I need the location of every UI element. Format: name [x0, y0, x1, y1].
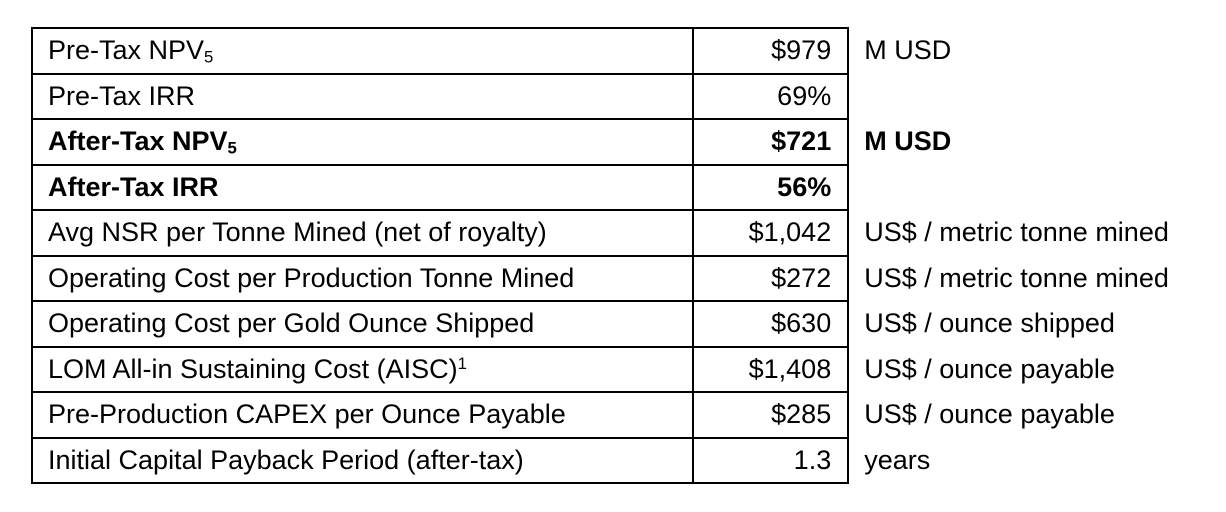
- metric-unit: [848, 74, 1225, 120]
- table-row: After-Tax IRR 56%: [30, 163, 1225, 211]
- metric-value: 1.3: [692, 436, 850, 484]
- metric-value: $285: [692, 391, 850, 439]
- metric-value: $272: [692, 254, 850, 302]
- metric-label-cell: Pre-Tax NPV5: [30, 27, 695, 75]
- metric-value: 56%: [692, 163, 850, 211]
- metric-value: $979: [692, 27, 850, 75]
- metric-label-cell: After-Tax IRR: [30, 163, 695, 211]
- economic-metrics-table: Pre-Tax NPV5 $979 M USD Pre-Tax IRR 69% …: [30, 27, 1226, 484]
- metric-label: Pre-Tax IRR: [48, 80, 196, 111]
- table-row: Initial Capital Payback Period (after-ta…: [30, 436, 1225, 484]
- metric-label: Initial Capital Payback Period (after-ta…: [48, 444, 524, 475]
- metric-label-subscript: 5: [227, 138, 237, 158]
- metric-unit: years: [864, 444, 931, 475]
- metric-label: Avg NSR per Tonne Mined (net of royalty): [48, 217, 547, 248]
- metric-value: 69%: [692, 72, 850, 120]
- metric-label-cell: Avg NSR per Tonne Mined (net of royalty): [30, 209, 695, 257]
- metric-label-cell: After-Tax NPV5: [30, 118, 695, 166]
- table-row: Pre-Tax IRR 69%: [30, 72, 1225, 120]
- metric-value: $1,042: [692, 209, 850, 257]
- metric-label: After-Tax IRR: [48, 171, 219, 202]
- metric-label: LOM All-in Sustaining Cost (AISC): [48, 353, 458, 384]
- table-row: After-Tax NPV5 $721 M USD: [30, 118, 1225, 166]
- metric-value: $1,408: [692, 345, 850, 393]
- metric-label-cell: Pre-Tax IRR: [30, 72, 695, 120]
- metric-label-cell: Pre-Production CAPEX per Ounce Payable: [30, 391, 695, 439]
- metric-unit: US$ / ounce payable: [864, 353, 1115, 384]
- table-row: LOM All-in Sustaining Cost (AISC)1 $1,40…: [30, 345, 1225, 393]
- table-row: Pre-Tax NPV5 $979 M USD: [30, 27, 1225, 75]
- metric-label-subscript: 5: [204, 47, 214, 67]
- metric-unit: M USD: [864, 35, 952, 66]
- metric-unit: US$ / ounce shipped: [864, 308, 1115, 339]
- footnote-marker: 1: [457, 353, 467, 373]
- metric-label: Pre-Production CAPEX per Ounce Payable: [48, 399, 566, 430]
- metric-label-cell: Operating Cost per Production Tonne Mine…: [30, 254, 695, 302]
- metric-unit: US$ / ounce payable: [864, 399, 1115, 430]
- metric-value: $630: [692, 300, 850, 348]
- metric-unit: M USD: [864, 126, 952, 157]
- table-row: Operating Cost per Gold Ounce Shipped $6…: [30, 300, 1225, 348]
- metric-label: After-Tax NPV: [48, 126, 228, 157]
- metric-unit: US$ / metric tonne mined: [864, 217, 1169, 248]
- metric-unit: [848, 165, 1225, 211]
- metric-value: $721: [692, 118, 850, 166]
- metric-label: Operating Cost per Production Tonne Mine…: [48, 262, 575, 293]
- table-row: Pre-Production CAPEX per Ounce Payable $…: [30, 391, 1225, 439]
- metric-label-cell: LOM All-in Sustaining Cost (AISC)1: [30, 345, 695, 393]
- metric-label: Operating Cost per Gold Ounce Shipped: [48, 308, 535, 339]
- metric-label: Pre-Tax NPV: [48, 35, 205, 66]
- metric-label-cell: Initial Capital Payback Period (after-ta…: [30, 436, 695, 484]
- metric-unit: US$ / metric tonne mined: [864, 262, 1169, 293]
- table-row: Avg NSR per Tonne Mined (net of royalty)…: [30, 209, 1225, 257]
- metric-label-cell: Operating Cost per Gold Ounce Shipped: [30, 300, 695, 348]
- table-row: Operating Cost per Production Tonne Mine…: [30, 254, 1225, 302]
